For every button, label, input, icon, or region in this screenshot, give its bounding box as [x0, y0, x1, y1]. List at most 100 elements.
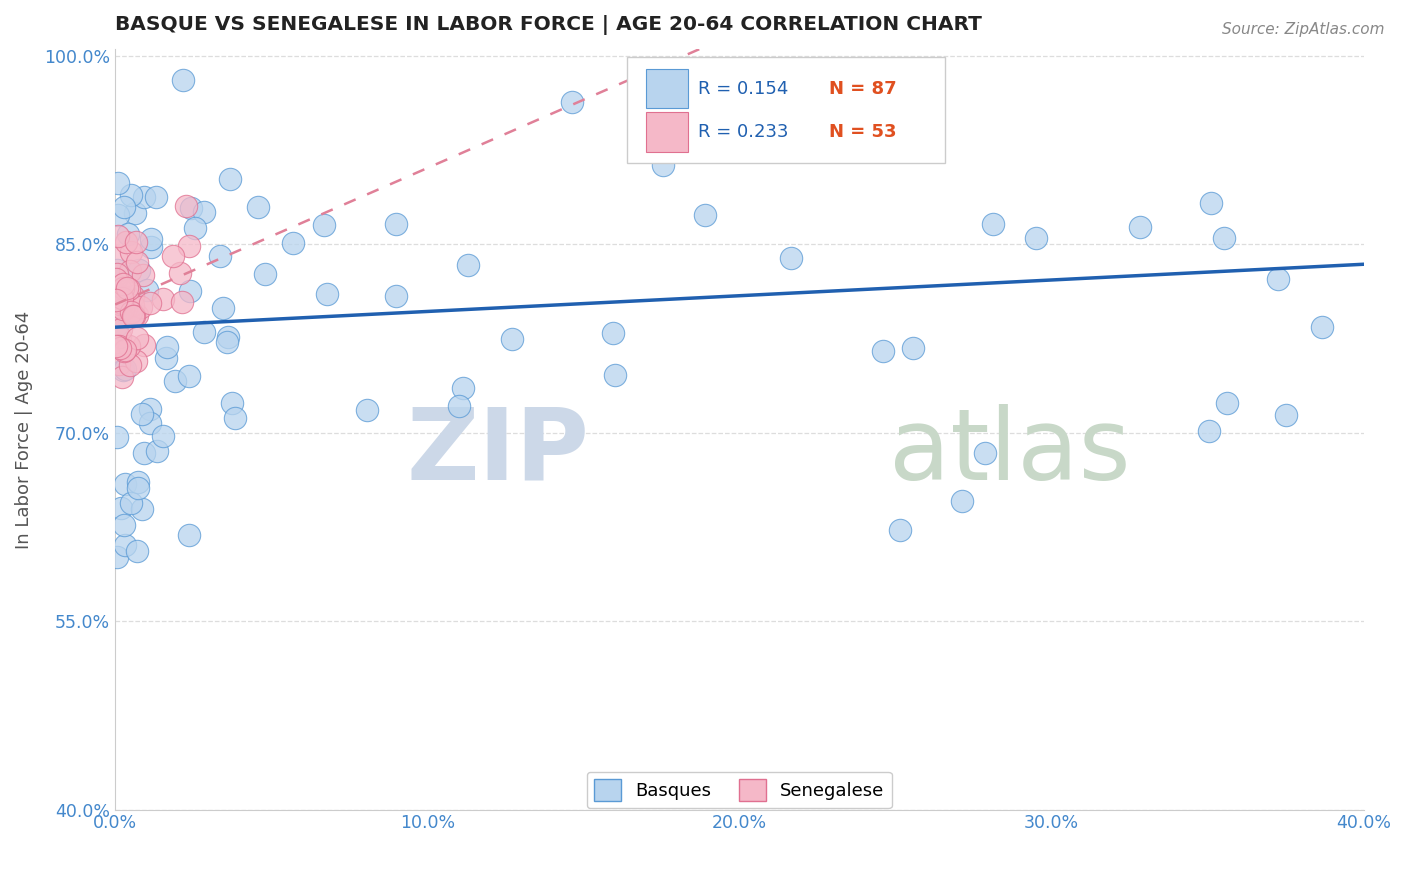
Point: [156, 341, 179, 355]
Point: [314, 218, 336, 232]
Point: [127, 475, 149, 490]
Point: [107, 290, 129, 304]
Point: [122, 309, 145, 323]
Point: [117, 281, 139, 295]
Point: [177, 368, 200, 383]
Point: [118, 358, 141, 372]
Point: [889, 523, 911, 537]
Point: [247, 200, 270, 214]
Point: [605, 368, 627, 382]
Point: [139, 295, 162, 310]
Point: [120, 304, 142, 318]
Point: [177, 238, 200, 252]
Point: [110, 291, 132, 305]
Point: [172, 73, 194, 87]
Point: [107, 176, 129, 190]
Point: [1025, 231, 1047, 245]
Point: [132, 446, 155, 460]
Point: [118, 281, 141, 295]
Point: [1275, 408, 1298, 422]
Text: N = 87: N = 87: [830, 79, 897, 97]
Point: [152, 428, 174, 442]
Point: [120, 245, 142, 260]
Point: [127, 255, 149, 269]
Point: [108, 295, 131, 310]
Text: R = 0.154: R = 0.154: [699, 79, 789, 97]
Point: [221, 396, 243, 410]
Point: [111, 289, 134, 303]
FancyBboxPatch shape: [645, 69, 688, 108]
Point: [973, 446, 995, 460]
Point: [105, 250, 128, 264]
Point: [105, 267, 128, 281]
Point: [105, 262, 128, 277]
Point: [1215, 396, 1237, 410]
Point: [208, 249, 231, 263]
Point: [127, 331, 149, 345]
Point: [125, 235, 148, 249]
Point: [212, 301, 235, 315]
Point: [120, 263, 142, 277]
Point: [112, 362, 135, 376]
Point: [184, 220, 207, 235]
Point: [120, 188, 142, 202]
Point: [193, 205, 215, 219]
Point: [111, 280, 134, 294]
Point: [180, 201, 202, 215]
Point: [105, 272, 128, 286]
Point: [136, 283, 159, 297]
Point: [124, 205, 146, 219]
Point: [127, 308, 149, 322]
Point: [177, 528, 200, 542]
Point: [139, 416, 162, 430]
Point: [105, 430, 128, 444]
Text: R = 0.233: R = 0.233: [699, 123, 789, 141]
Point: [112, 301, 135, 316]
Point: [108, 297, 131, 311]
Point: [1198, 424, 1220, 438]
Point: [139, 232, 162, 246]
Point: [107, 229, 129, 244]
Point: [122, 309, 145, 323]
Point: [127, 481, 149, 495]
Point: [155, 351, 177, 365]
Text: Source: ZipAtlas.com: Source: ZipAtlas.com: [1222, 22, 1385, 37]
Point: [117, 309, 139, 323]
Text: N = 53: N = 53: [830, 123, 897, 141]
Point: [122, 289, 145, 303]
Point: [121, 298, 143, 312]
Point: [1267, 272, 1289, 286]
Text: atlas: atlas: [889, 404, 1130, 500]
Point: [131, 502, 153, 516]
Point: [165, 374, 187, 388]
Point: [152, 292, 174, 306]
Point: [356, 402, 378, 417]
Text: BASQUE VS SENEGALESE IN LABOR FORCE | AGE 20-64 CORRELATION CHART: BASQUE VS SENEGALESE IN LABOR FORCE | AG…: [115, 15, 981, 35]
Point: [145, 190, 167, 204]
Text: ZIP: ZIP: [406, 404, 589, 500]
Point: [105, 550, 128, 565]
Point: [112, 277, 135, 291]
Point: [457, 259, 479, 273]
Point: [105, 293, 128, 307]
Point: [107, 339, 129, 353]
Point: [114, 362, 136, 376]
Point: [779, 251, 801, 265]
Point: [651, 158, 673, 172]
Point: [501, 333, 523, 347]
Point: [138, 402, 160, 417]
FancyBboxPatch shape: [627, 57, 945, 163]
Point: [1310, 320, 1333, 334]
Point: [162, 249, 184, 263]
Point: [169, 267, 191, 281]
Point: [112, 344, 135, 359]
Point: [447, 399, 470, 413]
Point: [111, 369, 134, 384]
FancyBboxPatch shape: [645, 112, 688, 152]
Point: [112, 518, 135, 533]
Point: [107, 207, 129, 221]
Point: [451, 381, 474, 395]
Point: [114, 343, 136, 358]
Point: [129, 300, 152, 314]
Point: [110, 322, 132, 336]
